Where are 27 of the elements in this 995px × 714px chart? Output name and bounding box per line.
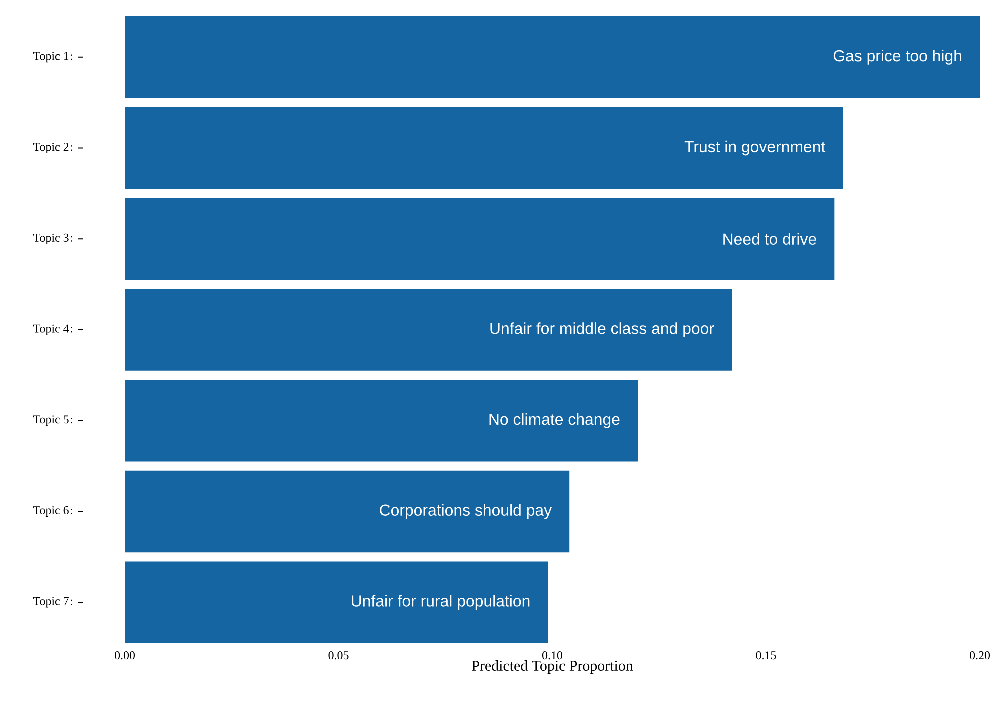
x-tick-label: 0.15 (756, 652, 776, 660)
annotation: No climate change (490, 413, 620, 428)
bar (125, 107, 844, 190)
bar (125, 470, 570, 553)
annotation: Gas price too high (834, 50, 962, 65)
y-tick-label: Topic 2 (33, 143, 69, 154)
y-tick-label: Topic 3 (33, 234, 69, 244)
annotation: Trust in government (684, 140, 826, 156)
y-tick-label: Topic 5 (33, 416, 69, 426)
x-tick-label: 0.05 (328, 652, 349, 660)
y-tick-label: Topic 4 (33, 324, 70, 336)
annotation: Corporations should pay (380, 504, 552, 520)
y-tick-label: Topic 6 (33, 506, 69, 517)
annotation: Unfair for rural population (352, 595, 530, 610)
y-tick-label: Topic 7 (33, 597, 69, 608)
x-tick-label: 0.20 (970, 652, 990, 660)
y-tick-label: Topic 1 (33, 52, 69, 63)
bar (125, 289, 732, 371)
annotation: Unfair for middle class and poor (490, 322, 714, 338)
bar (125, 198, 835, 280)
bar (125, 380, 638, 462)
x-tick-label: 0.10 (542, 652, 563, 660)
x-tick-label: 0.00 (114, 652, 135, 660)
bar (125, 16, 980, 98)
annotation: Need to drive (724, 233, 816, 245)
bar (125, 562, 548, 644)
x-axis-title: Predicted Topic Proportion (472, 660, 634, 674)
